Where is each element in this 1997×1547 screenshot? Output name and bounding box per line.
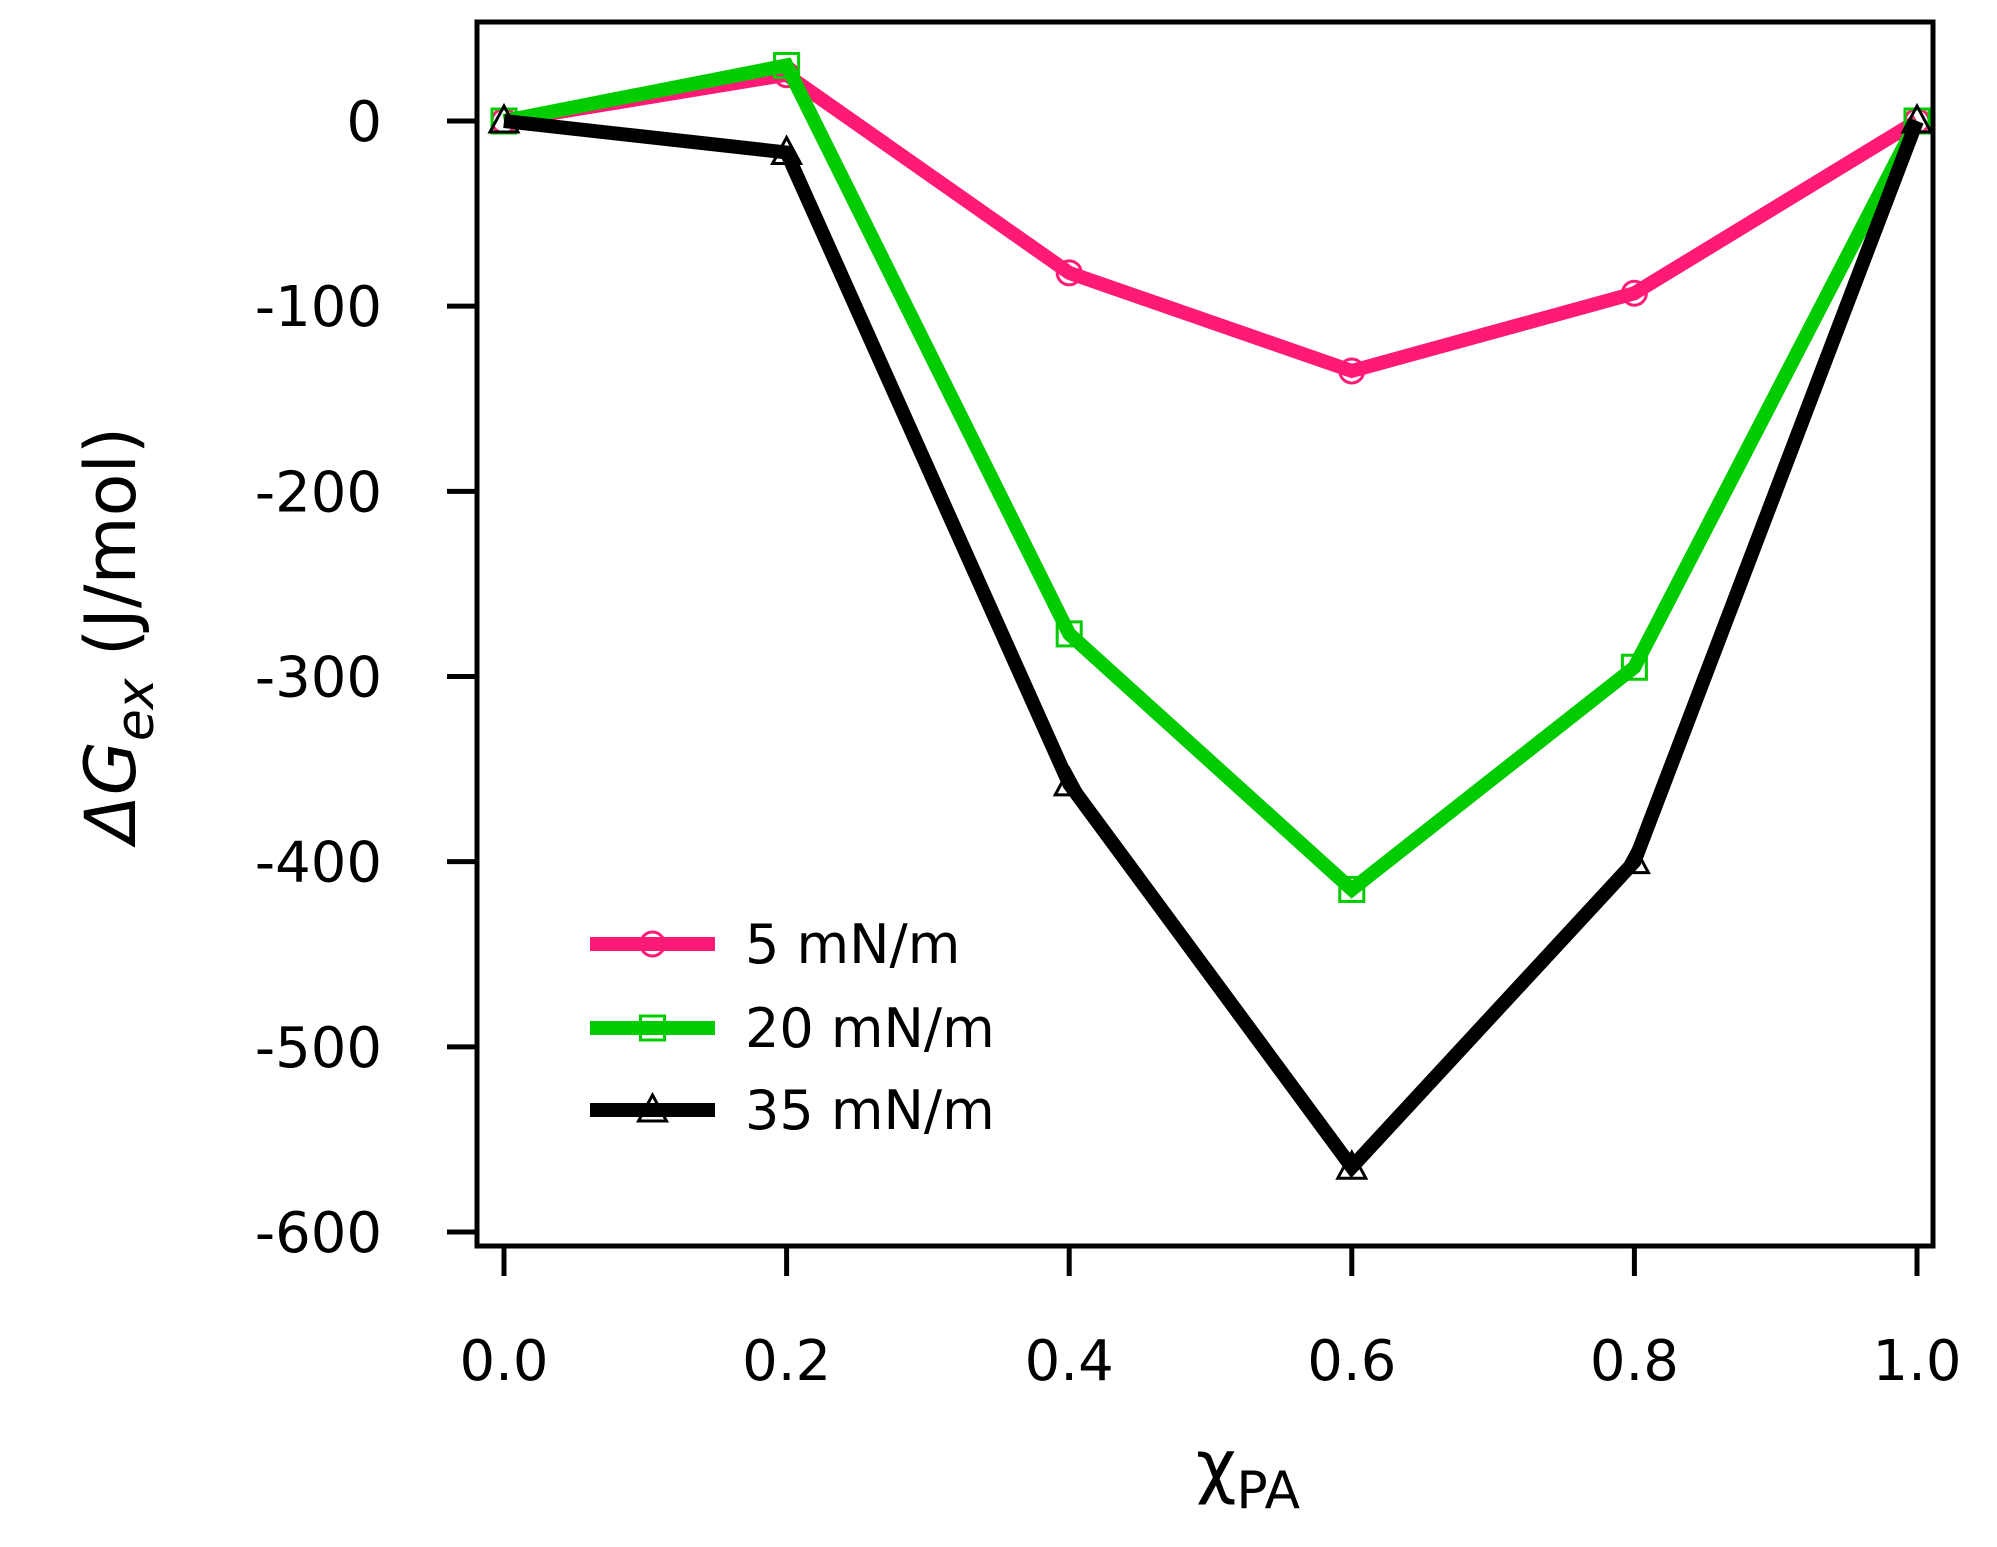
data-point — [1620, 653, 1648, 681]
x-tick-label: 0.8 — [1590, 1329, 1679, 1394]
y-axis-title-delta: Δ — [70, 795, 152, 848]
data-point — [1617, 843, 1651, 875]
legend-marker — [635, 1091, 670, 1123]
legend-label: 20 mN/m — [745, 997, 995, 1060]
series-2 — [487, 102, 1934, 1180]
y-tick-label: -600 — [255, 1201, 382, 1266]
y-axis-title-sub: ex — [106, 677, 166, 741]
data-point — [1335, 1149, 1369, 1180]
data-point — [1338, 875, 1366, 903]
legend: 5 mN/m 20 mN/m 35 mN/m — [590, 913, 995, 1142]
data-point — [487, 102, 521, 134]
y-tick-label: 0 — [346, 90, 382, 155]
legend-label: 5 mN/m — [745, 913, 960, 976]
x-axis-title-sub: PA — [1236, 1461, 1300, 1521]
legend-item: 20 mN/m — [590, 997, 995, 1060]
data-point — [1052, 765, 1086, 797]
series-0 — [490, 61, 1931, 385]
x-axis-title: χPA — [1196, 1425, 1300, 1521]
series-line — [502, 67, 1921, 379]
x-axis-title-main: χ — [1196, 1425, 1236, 1507]
data-point — [770, 134, 804, 165]
x-tick-label: 0.6 — [1307, 1329, 1396, 1394]
x-tick-label: 0.4 — [1025, 1329, 1114, 1394]
y-axis-title: ΔGex (J/mol) — [70, 427, 166, 848]
x-tick-label: 1.0 — [1872, 1329, 1961, 1394]
data-point — [1900, 102, 1934, 134]
x-tick-label: 0.0 — [459, 1329, 548, 1394]
legend-item: 35 mN/m — [590, 1079, 995, 1142]
y-tick-label: -500 — [255, 1016, 382, 1081]
data-point — [773, 51, 801, 79]
series-line — [502, 57, 1924, 899]
series-layer — [487, 51, 1934, 1180]
legend-label: 35 mN/m — [745, 1079, 995, 1142]
plot-frame — [474, 19, 1936, 1249]
data-point — [1055, 259, 1083, 287]
y-axis-title-units: (J/mol) — [70, 427, 152, 679]
legend-item: 5 mN/m — [590, 913, 960, 976]
y-tick-label: -400 — [255, 831, 382, 896]
y-axis: 0 -100 -200 -300 -400 -500 -600 — [255, 90, 477, 1266]
y-axis-title-var: G — [70, 741, 152, 795]
x-axis: 0.0 0.2 0.4 0.6 0.8 1.0 — [459, 1246, 1962, 1394]
legend-marker — [639, 930, 666, 958]
data-point — [1620, 279, 1648, 307]
legend-marker — [639, 1014, 666, 1042]
x-tick-label: 0.2 — [742, 1329, 831, 1394]
data-point — [1338, 357, 1366, 385]
series-line — [503, 114, 1924, 1179]
series-1 — [490, 51, 1931, 903]
y-tick-label: -300 — [255, 646, 382, 711]
data-point — [1055, 620, 1083, 648]
y-tick-label: -100 — [255, 275, 382, 340]
y-tick-label: -200 — [255, 460, 382, 525]
